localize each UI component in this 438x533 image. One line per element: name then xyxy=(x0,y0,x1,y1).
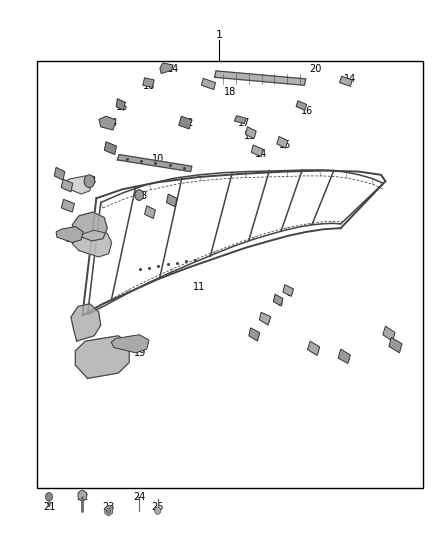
Polygon shape xyxy=(251,145,263,157)
Text: 7: 7 xyxy=(170,198,176,207)
Text: 4: 4 xyxy=(65,182,71,191)
Polygon shape xyxy=(234,116,246,124)
Text: 5: 5 xyxy=(286,288,292,298)
Text: 2: 2 xyxy=(65,234,71,244)
Polygon shape xyxy=(99,116,116,130)
Polygon shape xyxy=(71,304,101,341)
Polygon shape xyxy=(215,71,306,85)
Text: 5: 5 xyxy=(312,346,318,356)
Polygon shape xyxy=(145,206,155,219)
Polygon shape xyxy=(383,326,395,341)
Text: 6: 6 xyxy=(263,316,269,326)
Circle shape xyxy=(46,492,53,501)
Text: 8: 8 xyxy=(141,191,147,201)
Text: 11: 11 xyxy=(193,282,205,292)
Text: 7: 7 xyxy=(57,170,64,180)
Polygon shape xyxy=(56,227,83,243)
Text: 19: 19 xyxy=(134,348,146,358)
Polygon shape xyxy=(61,179,73,192)
Text: 13: 13 xyxy=(244,131,257,141)
Polygon shape xyxy=(111,335,149,353)
Polygon shape xyxy=(72,230,112,257)
Text: 18: 18 xyxy=(224,87,236,96)
Text: 20: 20 xyxy=(309,64,321,74)
Polygon shape xyxy=(160,63,173,74)
Text: 6: 6 xyxy=(343,354,349,364)
Polygon shape xyxy=(245,127,256,139)
Text: 14: 14 xyxy=(167,64,179,74)
Text: 12: 12 xyxy=(182,118,194,127)
Text: 10: 10 xyxy=(152,154,164,164)
Text: 5: 5 xyxy=(388,331,394,341)
Text: 14: 14 xyxy=(106,118,118,127)
Text: 23: 23 xyxy=(102,503,115,512)
Text: 6: 6 xyxy=(395,343,401,352)
Circle shape xyxy=(135,190,144,200)
Bar xyxy=(37,61,423,488)
Polygon shape xyxy=(283,285,293,296)
Polygon shape xyxy=(277,136,288,148)
Text: 1: 1 xyxy=(215,30,223,39)
Circle shape xyxy=(78,490,87,501)
Polygon shape xyxy=(259,312,271,325)
Text: 21: 21 xyxy=(43,503,55,512)
Polygon shape xyxy=(249,328,260,341)
Polygon shape xyxy=(273,294,283,306)
Text: 16: 16 xyxy=(143,82,155,91)
Polygon shape xyxy=(104,142,117,155)
Text: 24: 24 xyxy=(133,492,145,502)
Text: 22: 22 xyxy=(76,492,88,502)
Polygon shape xyxy=(166,194,177,207)
Polygon shape xyxy=(143,78,154,87)
Circle shape xyxy=(106,508,111,513)
Text: 17: 17 xyxy=(238,118,251,127)
Polygon shape xyxy=(72,212,107,241)
Text: 14: 14 xyxy=(344,74,357,84)
Circle shape xyxy=(84,175,95,188)
Polygon shape xyxy=(296,101,307,110)
Text: 4: 4 xyxy=(148,208,154,218)
Text: 5: 5 xyxy=(252,331,258,341)
Polygon shape xyxy=(339,76,352,86)
Polygon shape xyxy=(338,349,350,364)
Text: 15: 15 xyxy=(279,140,291,150)
Polygon shape xyxy=(201,78,215,90)
Text: 9: 9 xyxy=(109,146,115,155)
Polygon shape xyxy=(389,337,402,353)
Text: 25: 25 xyxy=(152,503,164,512)
Polygon shape xyxy=(116,99,125,110)
Text: 15: 15 xyxy=(116,102,128,111)
Polygon shape xyxy=(54,167,65,180)
Polygon shape xyxy=(75,336,129,378)
Text: 3: 3 xyxy=(66,202,72,212)
Polygon shape xyxy=(307,341,320,356)
Text: 14: 14 xyxy=(255,149,267,158)
Text: 6: 6 xyxy=(276,298,283,308)
Circle shape xyxy=(155,507,161,514)
Polygon shape xyxy=(62,176,92,194)
Polygon shape xyxy=(179,116,192,129)
Polygon shape xyxy=(61,199,74,212)
Text: 16: 16 xyxy=(300,106,313,116)
Polygon shape xyxy=(117,155,192,172)
Text: 8: 8 xyxy=(89,176,95,186)
